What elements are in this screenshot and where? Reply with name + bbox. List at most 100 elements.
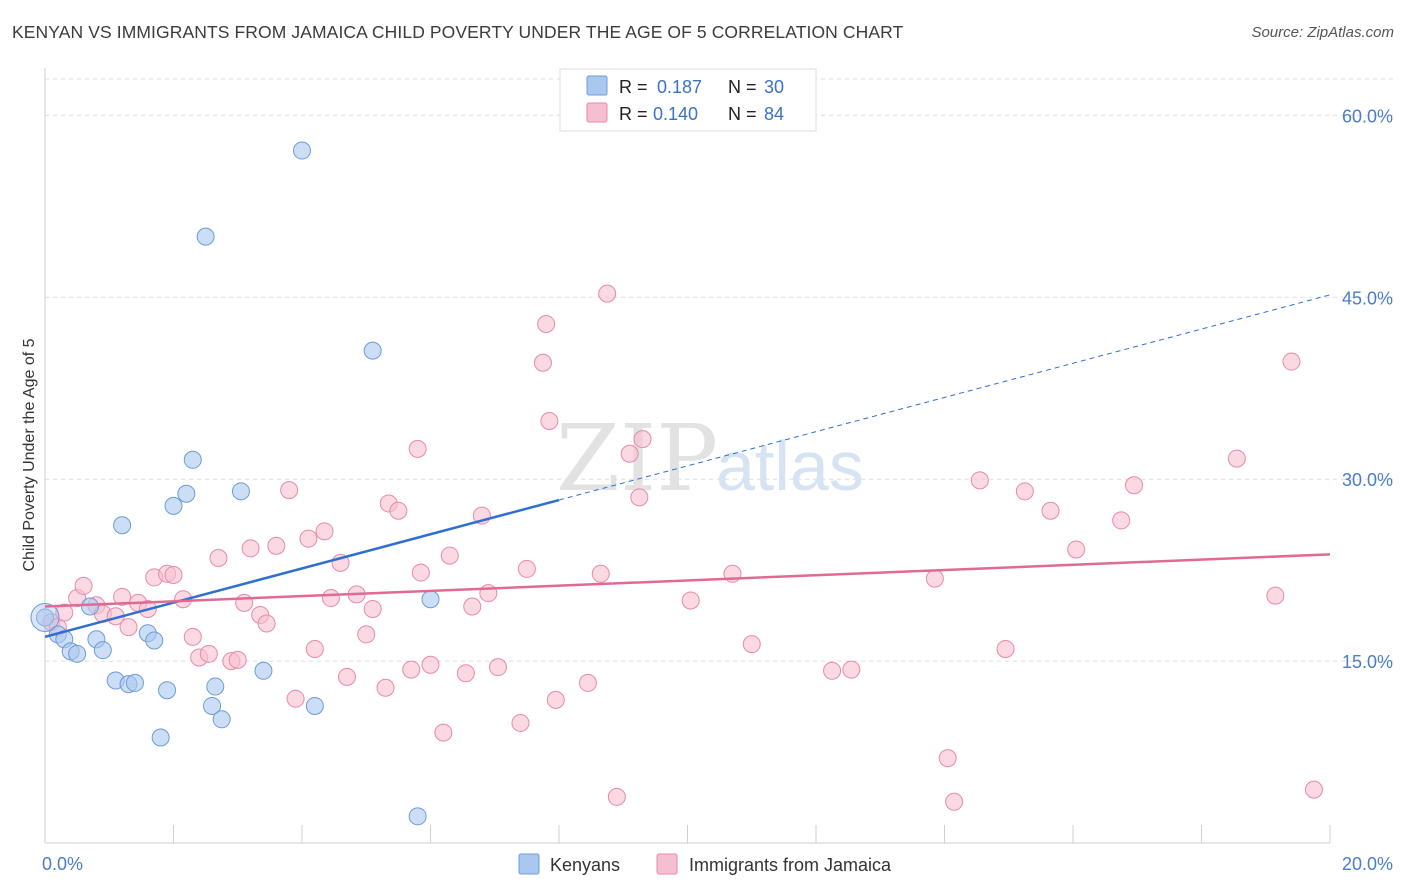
jamaica-point [925,569,944,588]
kenyans-point [158,681,177,700]
jamaica-point [363,599,382,618]
jamaica-point [286,689,305,708]
jamaica-point [402,660,421,679]
kenyans-point [80,597,99,616]
x-tick-label-max: 20.0% [1342,854,1393,874]
jamaica-points [42,284,1323,811]
legend-n-label-kenyans: N = [728,77,757,97]
jamaica-point [598,284,617,303]
jamaica-point [164,565,183,584]
jamaica-point [408,439,427,458]
jamaica-point [357,625,376,644]
kenyans-point [145,631,164,650]
chart-source: Source: ZipAtlas.com [1251,24,1394,41]
jamaica-point [1067,540,1086,559]
kenyans-point [254,661,273,680]
jamaica-point [411,563,430,582]
jamaica-point [421,655,440,674]
kenyans-point [293,141,311,160]
jamaica-point [681,591,700,610]
jamaica-point [321,589,340,608]
jamaica-point [620,444,639,463]
jamaica-point [546,690,565,709]
jamaica-point [630,488,649,507]
jamaica-point [389,501,408,520]
kenyans-point [196,227,215,246]
jamaica-point [299,529,318,548]
jamaica-point [488,658,507,677]
jamaica-point [280,481,299,500]
jamaica-point [434,723,453,742]
jamaica-point [537,314,556,333]
legend-r-value-jamaica: 0.140 [653,104,698,124]
kenyans-point [113,516,132,535]
jamaica-point [456,664,475,683]
kenyans-trend-line [44,498,560,639]
jamaica-point [74,576,93,595]
chart-title: KENYAN VS IMMIGRANTS FROM JAMAICA CHILD … [12,22,904,42]
jamaica-point [119,618,138,637]
trend-lines [44,294,1331,639]
jamaica-point [996,639,1015,658]
jamaica-point [842,660,861,679]
jamaica-point [257,614,276,633]
kenyans-point [421,590,440,609]
kenyans-point [93,641,112,660]
legend-swatch-kenyans [586,75,608,96]
watermark-atlas: atlas [716,427,864,505]
jamaica-point [1041,501,1060,520]
jamaica-point [517,559,536,578]
kenyans-point [231,482,250,501]
bottom-legend-swatch-jamaica [656,853,678,875]
jamaica-point [183,627,202,646]
jamaica-point [305,639,324,658]
bottom-legend-swatch-kenyans [518,853,540,875]
jamaica-point [1112,511,1131,530]
bottom-legend: Kenyans Immigrants from Jamaica [518,853,892,875]
jamaica-point [578,673,597,692]
jamaica-point [55,603,74,622]
legend-n-value-jamaica: 84 [764,104,784,124]
legend-n-value-kenyans: 30 [764,77,784,97]
jamaica-point [315,522,334,541]
jamaica-point [1266,586,1285,605]
jamaica-point [376,678,395,697]
jamaica-point [938,749,957,768]
kenyans-point [183,450,202,469]
kenyans-point [36,608,54,627]
jamaica-point [1282,352,1301,371]
jamaica-point [228,650,247,669]
kenyans-point [305,696,324,715]
legend-r-label-kenyans: R = [619,77,648,97]
jamaica-point [241,539,260,558]
jamaica-point [533,353,552,372]
kenyans-point [177,484,196,503]
y-tick-label: 45.0% [1342,288,1393,308]
jamaica-point [511,713,530,732]
legend-n-label-jamaica: N = [728,104,757,124]
jamaica-point [823,661,842,680]
kenyans-point [363,341,382,360]
jamaica-point [337,667,356,686]
jamaica-point [1015,482,1034,501]
y-axis-title: Child Poverty Under the Age of 5 [21,338,38,571]
jamaica-point [591,564,610,583]
jamaica-point [540,411,559,430]
kenyans-point [151,728,170,747]
bottom-legend-jamaica: Immigrants from Jamaica [689,855,892,875]
kenyans-point-large [30,602,60,632]
y-tick-label: 15.0% [1342,652,1393,672]
legend: R = 0.187 N = 30 R = 0.140 N = 84 [559,68,817,132]
jamaica-point [1227,449,1246,468]
kenyans-point [203,696,222,715]
jamaica-point [209,549,228,568]
y-tick-label: 30.0% [1342,470,1393,490]
watermark: ZIP atlas [556,405,864,512]
jamaica-trend-line [44,553,1331,608]
kenyans-point [164,496,183,515]
kenyans-point [408,807,427,826]
kenyans-point [206,677,225,696]
jamaica-point [1125,476,1144,495]
jamaica-point [742,635,761,654]
bottom-legend-kenyans: Kenyans [550,855,620,875]
